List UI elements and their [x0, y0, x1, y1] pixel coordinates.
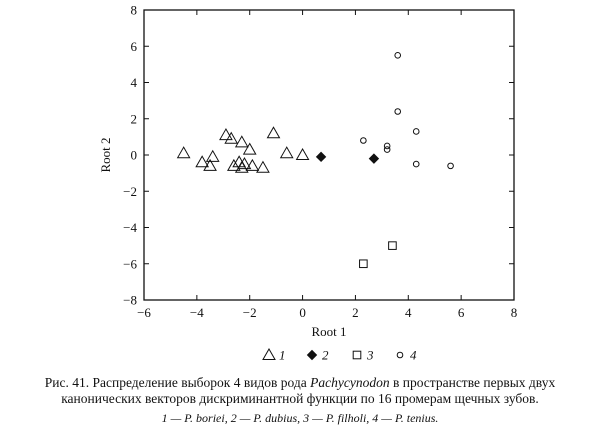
- data-point-series-4: [447, 162, 454, 170]
- x-tick-label: −4: [190, 305, 204, 320]
- y-tick-label: 6: [131, 39, 138, 54]
- data-point-series-1: [237, 157, 252, 170]
- legend-label-series-1: 1: [279, 348, 286, 363]
- y-tick-label: −2: [123, 184, 137, 199]
- x-tick-label: 4: [405, 305, 412, 320]
- y-tick-label: −4: [123, 220, 137, 235]
- legend-label-series-3: 3: [366, 348, 374, 363]
- caption-prefix: Рис. 41. Распределение выборок 4 видов р…: [44, 375, 311, 390]
- y-tick-label: 0: [131, 148, 138, 163]
- data-point-series-4: [412, 160, 420, 168]
- data-point-series-1: [224, 131, 239, 144]
- legend-label-series-4: 4: [410, 348, 417, 363]
- legend: 1 2 3 4: [262, 347, 417, 363]
- y-axis-label: Root 2: [98, 137, 113, 172]
- data-point-series-4: [383, 146, 391, 153]
- y-tick-label: −6: [123, 256, 137, 271]
- plot-frame: [143, 9, 515, 301]
- x-tick-label: 8: [511, 305, 518, 320]
- data-point-series-1: [295, 147, 310, 160]
- x-tick-label: −2: [243, 305, 257, 320]
- y-tick-label: 2: [131, 111, 138, 126]
- data-point-series-2: [368, 153, 380, 164]
- data-point-series-1: [219, 128, 233, 141]
- y-tick-label: 4: [131, 75, 138, 90]
- data-points: [176, 52, 454, 269]
- legend-label-series-2: 2: [322, 348, 329, 363]
- legend-marker-series-2: [306, 349, 318, 361]
- data-point-series-1: [242, 142, 257, 155]
- data-point-series-1: [245, 158, 260, 171]
- data-point-series-3: [388, 241, 397, 250]
- legend-marker-series-3: [352, 350, 362, 360]
- axis-ticks: [143, 9, 515, 301]
- y-tick-label: −8: [123, 293, 137, 308]
- figure-caption-line-2: канонических векторов дискриминантной фу…: [61, 391, 539, 406]
- data-point-series-4: [383, 142, 391, 150]
- x-axis-label: Root 1: [311, 324, 346, 339]
- legend-marker-series-4: [396, 351, 404, 359]
- y-tick-label: 8: [131, 3, 138, 18]
- caption-species-list: 1 — P. boriei, 2 — P. dubius, 3 — P. fil…: [161, 411, 439, 425]
- data-point-series-4: [360, 137, 367, 144]
- data-point-series-3: [359, 259, 368, 269]
- legend-marker-series-1: [262, 347, 276, 360]
- data-point-series-1: [279, 146, 294, 159]
- data-point-series-1: [203, 158, 217, 171]
- data-point-series-1: [195, 155, 210, 168]
- data-point-series-4: [394, 108, 402, 115]
- data-point-series-1: [226, 158, 241, 171]
- data-point-series-4: [412, 128, 420, 135]
- data-point-series-1: [266, 126, 281, 139]
- data-point-series-1: [205, 149, 220, 162]
- data-point-series-2: [315, 151, 327, 163]
- caption-suffix: в пространстве первых двух: [389, 375, 556, 390]
- data-point-series-1: [234, 135, 249, 148]
- data-point-series-1: [256, 160, 270, 173]
- x-tick-label: −6: [137, 305, 151, 320]
- figure-caption-species: 1 — P. boriei, 2 — P. dubius, 3 — P. fil…: [0, 410, 600, 427]
- x-tick-label: 6: [458, 305, 465, 320]
- x-tick-label: 0: [299, 305, 306, 320]
- data-point-series-4: [394, 52, 402, 59]
- figure-caption-line-1: Рис. 41. Распределение выборок 4 видов р…: [0, 374, 600, 391]
- x-tick-label: 2: [352, 305, 359, 320]
- data-point-series-1: [176, 146, 191, 159]
- caption-genus: Pachycynodon: [310, 375, 390, 390]
